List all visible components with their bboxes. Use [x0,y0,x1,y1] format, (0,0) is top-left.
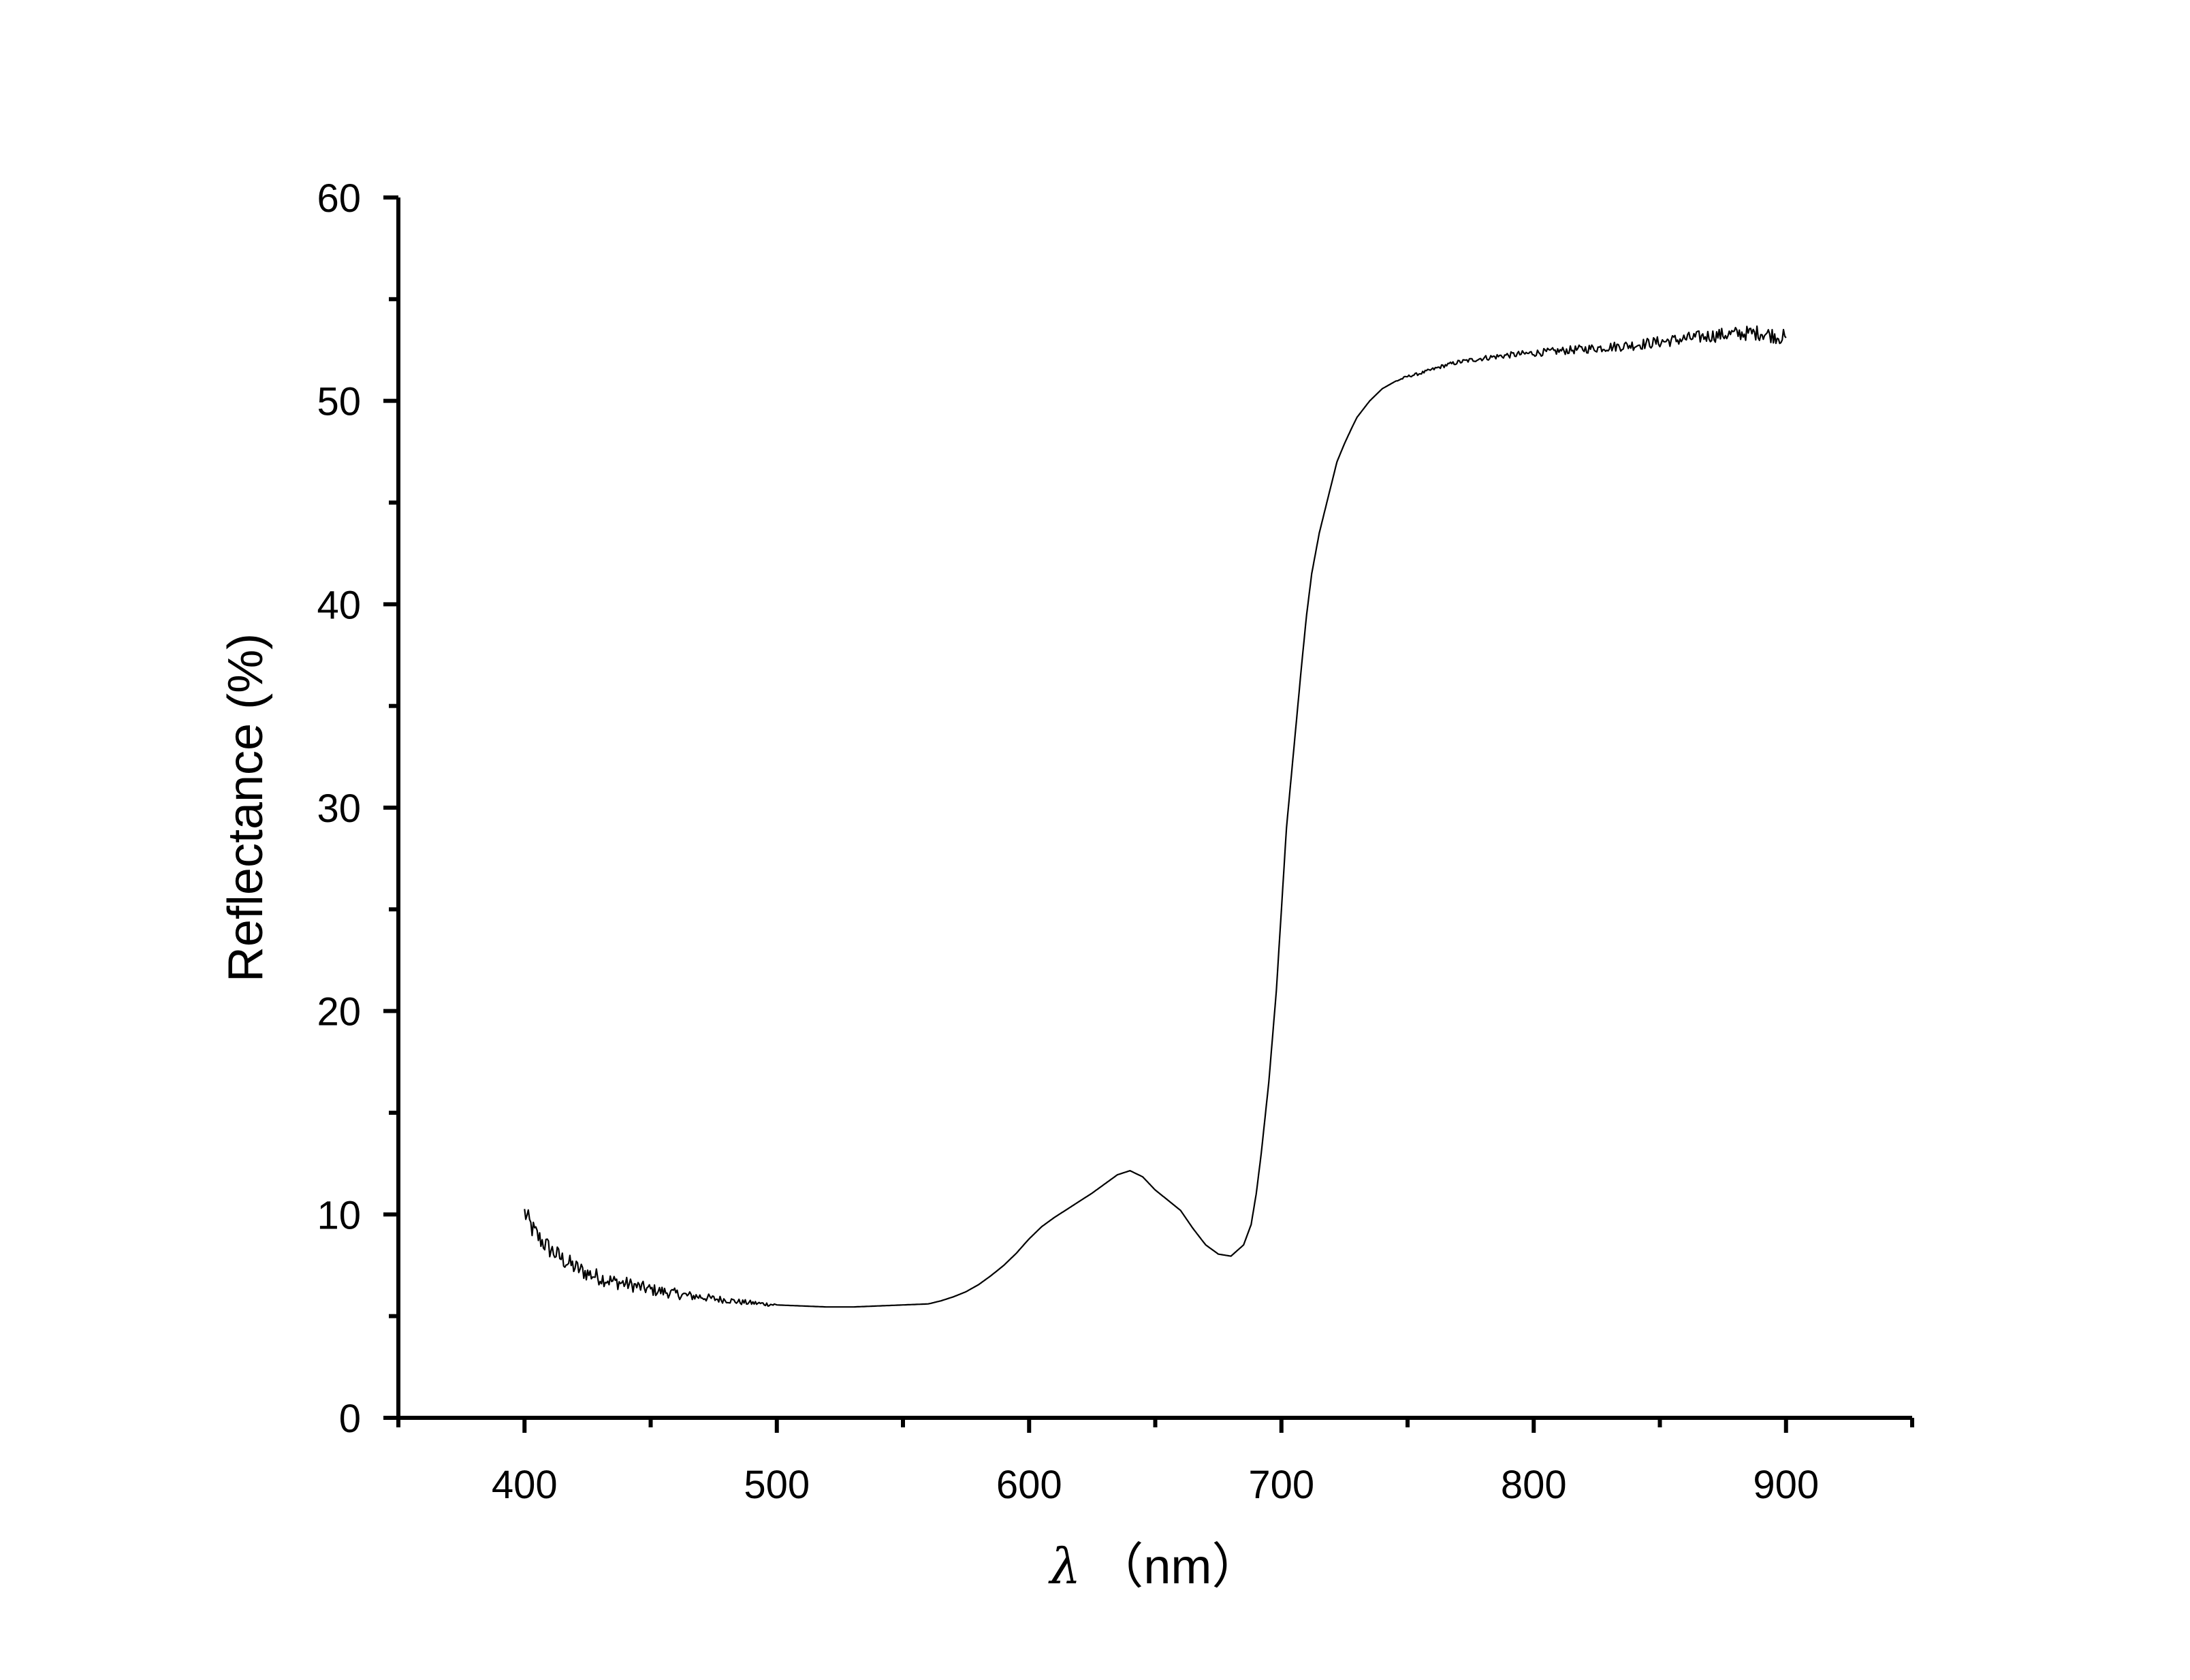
x-tick-label: 900 [1753,1463,1819,1507]
y-tick-label: 60 [317,176,361,221]
y-tick-label: 50 [317,380,361,424]
tick-labels: 400 500 600 700 800 900 0 10 20 30 40 50 60 [317,176,1819,1507]
x-tick-label: 700 [1248,1463,1314,1507]
x-tick-label: 400 [492,1463,558,1507]
reflectance-series-line [524,325,1787,1308]
y-tick-label: 10 [317,1193,361,1237]
y-tick-label: 40 [317,583,361,627]
axes [396,197,1912,1420]
y-tick-label: 20 [317,990,361,1034]
ticks [383,195,1914,1433]
y-tick-label: 30 [317,787,361,831]
x-tick-label: 500 [744,1463,810,1507]
x-axis-unit: （nm） [1094,1540,1260,1594]
x-tick-label: 800 [1501,1463,1567,1507]
plot-area [524,325,1787,1308]
x-tick-label: 600 [996,1463,1062,1507]
y-axis-title: Reflectance (%) [219,633,273,982]
y-tick-label: 0 [339,1397,361,1441]
x-axis-title: λ （nm） [1048,1538,1261,1595]
x-axis-symbol: λ [1048,1538,1081,1595]
